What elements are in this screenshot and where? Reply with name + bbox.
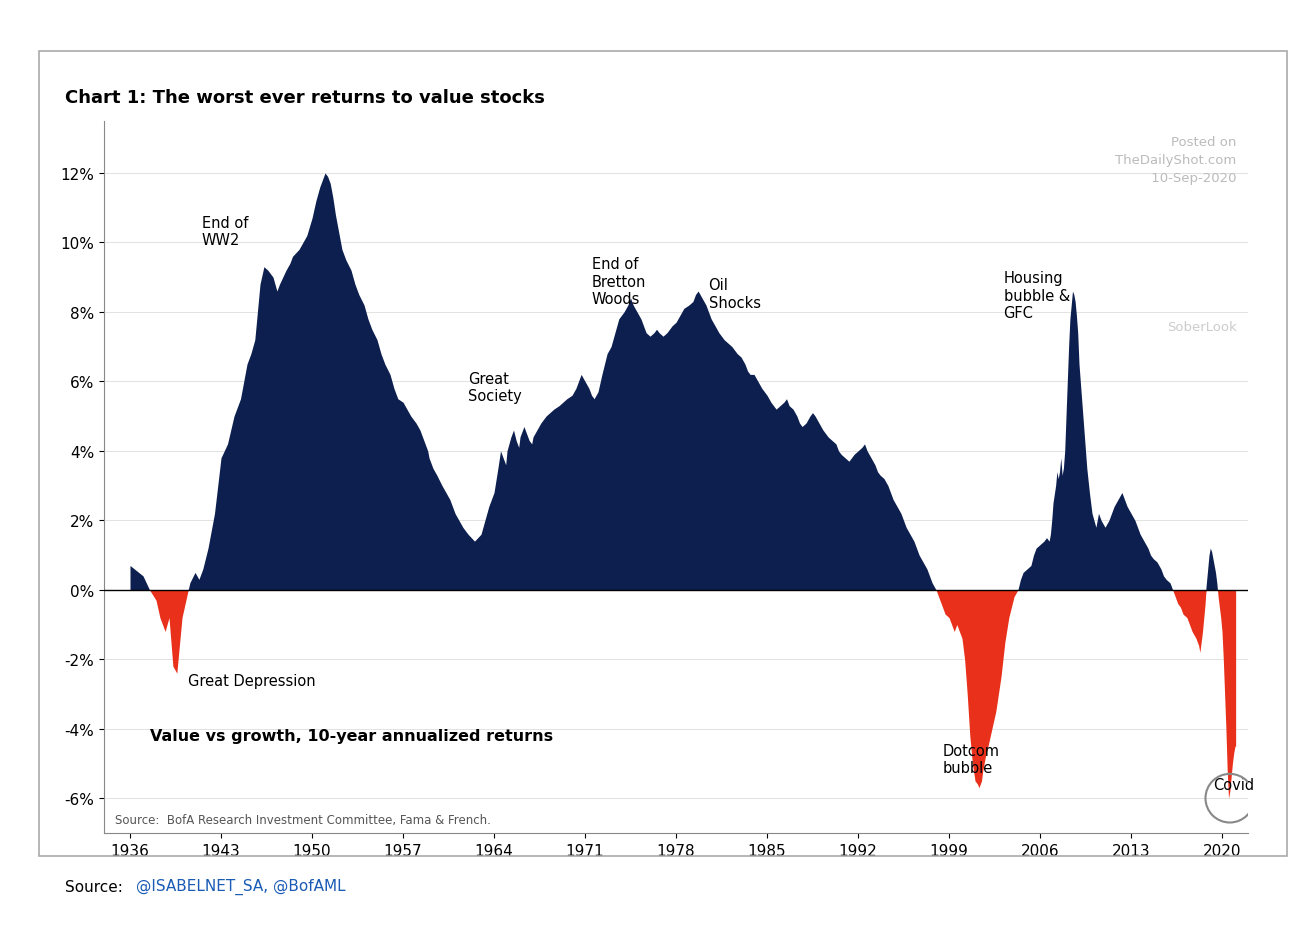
Text: Value vs growth, 10-year annualized returns: Value vs growth, 10-year annualized retu… bbox=[150, 728, 552, 743]
Text: Source:  BofA Research Investment Committee, Fama & French.: Source: BofA Research Investment Committ… bbox=[116, 813, 491, 826]
Text: End of
Bretton
Woods: End of Bretton Woods bbox=[592, 257, 646, 307]
Text: Dotcom
bubble: Dotcom bubble bbox=[942, 743, 1000, 775]
Text: Chart 1: The worst ever returns to value stocks: Chart 1: The worst ever returns to value… bbox=[65, 89, 545, 107]
Text: Source:: Source: bbox=[65, 879, 127, 894]
Text: @ISABELNET_SA, @BofAML: @ISABELNET_SA, @BofAML bbox=[136, 878, 346, 894]
Text: Covid: Covid bbox=[1213, 778, 1254, 793]
Text: Oil
Shocks: Oil Shocks bbox=[708, 278, 760, 310]
Text: Great
Society: Great Society bbox=[468, 372, 521, 404]
Text: Posted on
TheDailyShot.com
         10-Sep-2020: Posted on TheDailyShot.com 10-Sep-2020 bbox=[1113, 136, 1236, 184]
Text: SoberLook: SoberLook bbox=[1167, 321, 1236, 334]
Text: Housing
bubble &
GFC: Housing bubble & GFC bbox=[1004, 271, 1070, 321]
Text: End of
WW2: End of WW2 bbox=[202, 215, 248, 248]
Text: Great Depression: Great Depression bbox=[188, 673, 316, 688]
